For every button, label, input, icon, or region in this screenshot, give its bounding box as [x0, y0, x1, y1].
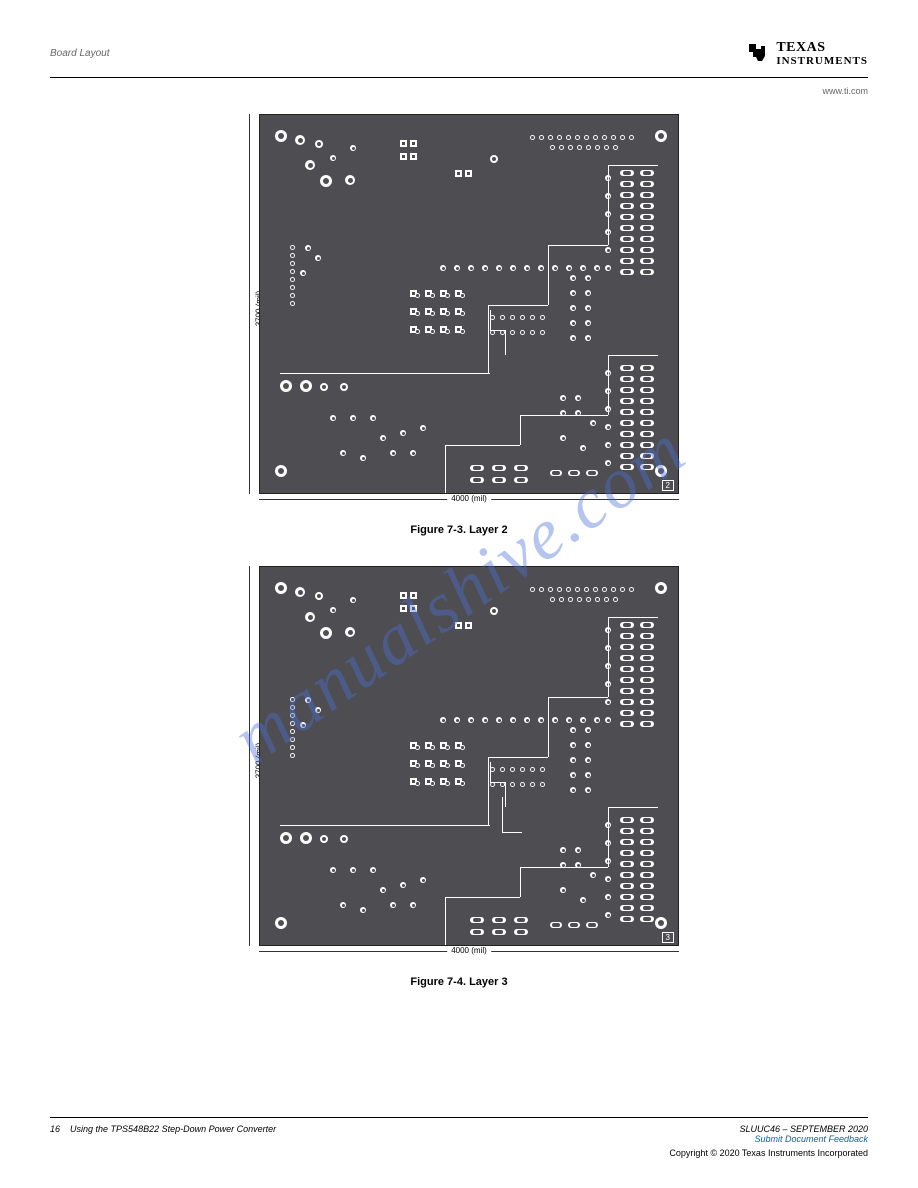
pcb-layer-3: 3 [259, 566, 679, 946]
feedback-link[interactable]: Submit Document Feedback [754, 1134, 868, 1144]
ti-symbol-icon [744, 40, 770, 66]
section-name: Board Layout [50, 48, 110, 59]
fig2-w-dim: 4000 (mil) [447, 946, 491, 955]
figure-7-4: 3700 (mil) 3 4000 (mil) Figure 7-4. Laye… [50, 566, 868, 988]
ti-logo: TEXAS INSTRUMENTS [744, 40, 868, 67]
layer-tag: 3 [662, 932, 674, 943]
layer-tag: 2 [662, 480, 674, 491]
doc-title: Using the TPS548B22 Step-Down Power Conv… [70, 1124, 276, 1134]
pcb-layer-2: 2 [259, 114, 679, 494]
doc-link: www.ti.com [50, 86, 868, 96]
page-number: 16 [50, 1124, 60, 1134]
figure-caption: Figure 7-4. Layer 3 [410, 976, 507, 988]
logo-text-1: TEXAS [776, 40, 868, 55]
page-footer: 16 Using the TPS548B22 Step-Down Power C… [50, 1117, 868, 1158]
logo-text-2: INSTRUMENTS [776, 55, 868, 67]
figure-caption: Figure 7-3. Layer 2 [410, 524, 507, 536]
figure-7-3: 3700 (mil) 2 4000 (mil) Figure 7-3. Laye… [50, 114, 868, 536]
fig1-w-dim: 4000 (mil) [447, 494, 491, 503]
doc-date: SLUUC46 – SEPTEMBER 2020 [669, 1124, 868, 1134]
copyright: Copyright © 2020 Texas Instruments Incor… [669, 1148, 868, 1158]
